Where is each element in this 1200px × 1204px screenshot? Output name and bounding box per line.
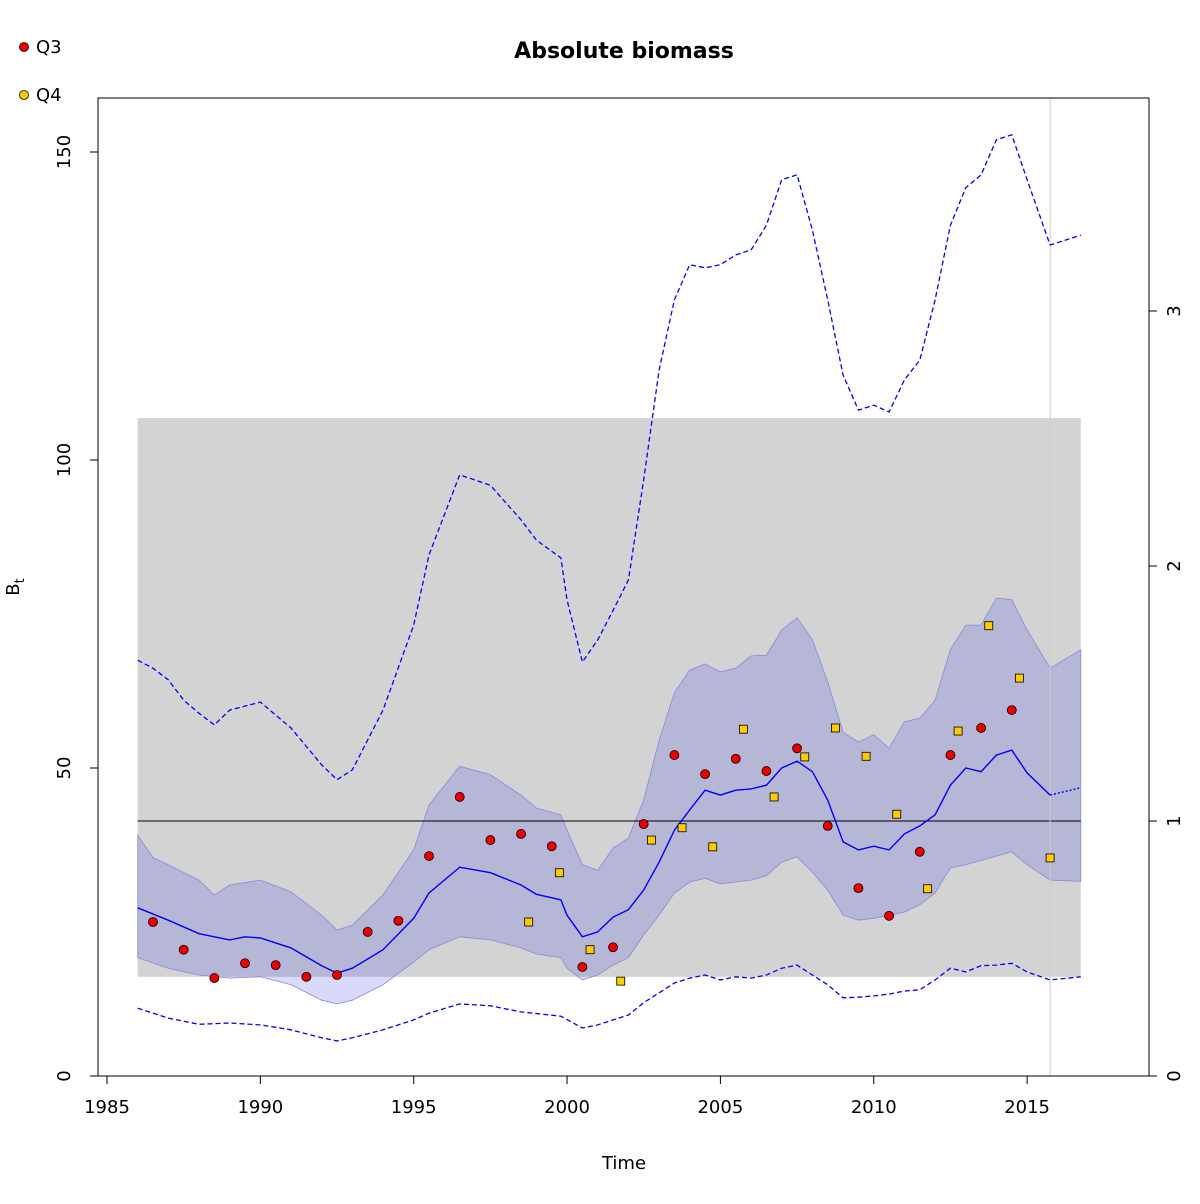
y-tick-label: 150 <box>54 135 75 169</box>
point-q3 <box>976 723 986 733</box>
point-q3 <box>638 819 649 829</box>
y-axis-label-main: B <box>3 583 24 595</box>
point-q4 <box>585 945 595 955</box>
plot-area <box>137 98 1082 1076</box>
y-tick-label: 0 <box>54 1070 75 1081</box>
point-q3 <box>301 971 312 982</box>
point-q4 <box>769 792 779 802</box>
point-q4 <box>524 917 534 927</box>
point-q4 <box>739 724 748 734</box>
point-q4 <box>616 976 626 986</box>
point-q3 <box>669 750 680 760</box>
point-q4 <box>708 842 718 852</box>
point-q4 <box>677 823 687 833</box>
x-tick-label: 1995 <box>391 1097 437 1118</box>
point-q3 <box>332 970 342 980</box>
legend-marker-q3 <box>19 42 29 52</box>
point-q4 <box>1015 673 1024 683</box>
x-tick-label: 2000 <box>544 1097 590 1118</box>
point-q4 <box>1045 853 1055 863</box>
point-q4 <box>800 752 810 762</box>
legend-marker-q4 <box>19 90 29 100</box>
y-tick-label: 50 <box>54 757 75 780</box>
x-tick-label: 2015 <box>1004 1097 1050 1118</box>
point-q3 <box>240 958 250 969</box>
point-q3 <box>945 750 956 760</box>
point-q3 <box>1006 705 1017 715</box>
x-tick-label: 1985 <box>84 1097 130 1118</box>
point-q3 <box>516 829 526 839</box>
point-q3 <box>485 835 496 845</box>
x-tick-label: 2005 <box>697 1097 743 1118</box>
point-q3 <box>761 766 772 776</box>
legend-label-q3: Q3 <box>36 37 62 58</box>
point-q3 <box>608 942 618 953</box>
point-q4 <box>861 751 871 761</box>
axes: 1985 1990 1995 2000 2005 2010 2015 0 50 100 150 0 1 2… <box>54 135 1185 1118</box>
legend: Q3 Q4 <box>19 37 62 106</box>
point-q3 <box>148 917 158 927</box>
y-axis-label: Bt <box>3 578 28 595</box>
x-tick-label: 2010 <box>851 1097 897 1118</box>
right-y-tick-label: 0 <box>1164 1070 1185 1081</box>
chart-title: Absolute biomass <box>514 39 734 64</box>
point-q3 <box>270 960 281 971</box>
point-q4 <box>923 884 932 894</box>
x-axis-label: Time <box>601 1153 646 1174</box>
point-q3 <box>362 926 373 937</box>
point-q4 <box>646 835 656 845</box>
point-q3 <box>209 973 220 983</box>
point-q3 <box>730 753 741 764</box>
point-q3 <box>700 769 710 780</box>
point-q4 <box>892 809 902 819</box>
point-q4 <box>953 726 963 736</box>
point-q3 <box>178 944 189 955</box>
point-q4 <box>831 723 840 733</box>
confidence-band <box>137 597 1082 1005</box>
point-q3 <box>424 851 434 861</box>
point-q3 <box>792 743 802 754</box>
point-q3 <box>822 821 833 831</box>
point-q3 <box>577 962 588 972</box>
right-y-tick-label: 2 <box>1164 560 1185 571</box>
point-q4 <box>554 868 564 878</box>
y-axis-label-group: Bt <box>3 578 28 595</box>
point-q3 <box>884 910 894 921</box>
point-q3 <box>546 841 557 852</box>
lower-ci-dashed-line <box>137 962 1081 1042</box>
point-q4 <box>984 621 994 631</box>
right-y-tick-label: 3 <box>1164 305 1185 316</box>
forecast-line <box>1049 787 1081 796</box>
point-q3 <box>914 846 925 857</box>
right-y-tick-label: 1 <box>1164 815 1185 826</box>
prior-region <box>137 418 1081 977</box>
point-q3 <box>454 792 465 802</box>
point-q3 <box>393 915 404 926</box>
upper-ci-dashed-line <box>137 133 1081 781</box>
y-tick-label: 100 <box>54 443 75 477</box>
legend-label-q4: Q4 <box>36 85 62 106</box>
point-q3 <box>853 883 864 894</box>
y-axis-label-subscript: t <box>13 578 28 583</box>
x-tick-label: 1990 <box>237 1097 283 1118</box>
